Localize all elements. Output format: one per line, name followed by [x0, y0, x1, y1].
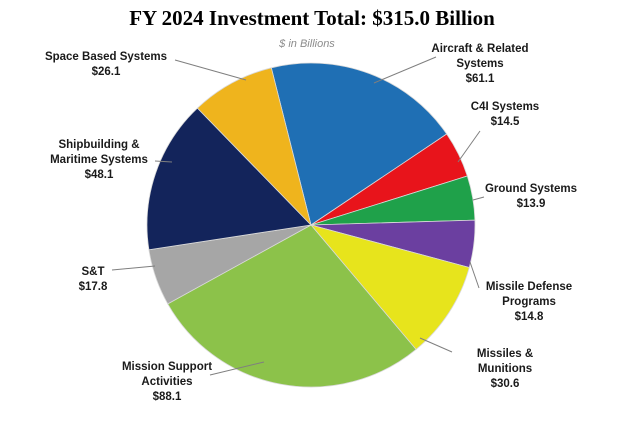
leader-lines: [111, 56, 485, 376]
slice-label-2: C4I Systems $14.5: [471, 101, 539, 128]
leader-line-2: [457, 130, 481, 163]
pie-slice-5: [309, 224, 470, 350]
leader-line-1: [373, 56, 437, 84]
leader-line-3: [472, 196, 485, 201]
pie-slice-1: [270, 62, 448, 226]
leader-line-4: [469, 261, 480, 289]
leader-line-9: [174, 59, 247, 81]
leader-line-8: [154, 160, 173, 163]
slice-label-3: Ground Systems $13.9: [485, 183, 577, 210]
slice-label-9: Space Based Systems $26.1: [45, 51, 167, 78]
slice-labels: Aircraft & Related Systems $61.1 C4I System…: [45, 43, 577, 403]
pie-slices: [146, 62, 476, 388]
slice-label-5: Missiles & Munitions $30.6: [477, 348, 533, 390]
slice-label-1: Aircraft & Related Systems $61.1: [431, 43, 528, 85]
slice-label-4: Missile Defense Programs $14.8: [486, 281, 572, 323]
leader-line-7: [111, 265, 156, 271]
leader-line-6: [209, 361, 265, 376]
chart-subtitle: $ in Billions: [278, 38, 335, 50]
pie-slice-8: [146, 107, 312, 251]
pie-slice-9: [196, 67, 312, 227]
slice-label-8: Shipbuilding & Maritime Systems $48.1: [50, 139, 148, 181]
pie-slice-6: [167, 224, 417, 388]
slice-label-6: Mission Support Activities $88.1: [122, 361, 212, 403]
leader-line-5: [419, 337, 453, 353]
chart-title: FY 2024 Investment Total: $315.0 Billion: [129, 6, 495, 30]
slice-label-7: S&T $17.8: [79, 266, 108, 293]
